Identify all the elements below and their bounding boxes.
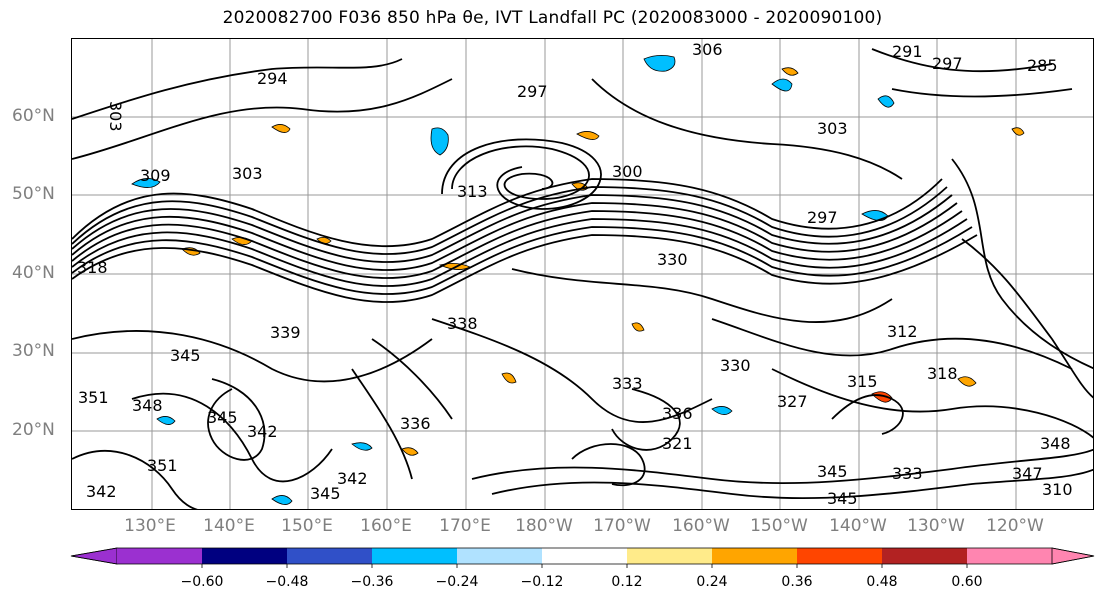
colorbar-band xyxy=(797,548,882,564)
theta-e-contours xyxy=(72,48,1093,509)
lon-label-170w: 170°W xyxy=(593,516,651,536)
contour-label: 297 xyxy=(807,208,838,227)
lat-label-40n: 40°N xyxy=(12,263,55,283)
contour-label: 345 xyxy=(310,484,341,503)
lon-label-170e: 170°E xyxy=(439,516,491,536)
colorbar-extend-low xyxy=(70,547,118,565)
contour-label: 347 xyxy=(1012,464,1043,483)
colorbar-band xyxy=(712,548,797,564)
colorbar-tick-label: −0.24 xyxy=(435,574,479,590)
colorbar-tick-label: −0.48 xyxy=(265,574,309,590)
contour-label: 345 xyxy=(207,408,238,427)
contour-label: 333 xyxy=(612,374,643,393)
contour-labels: 294 303 297 291 297 306 285 303 309 303 … xyxy=(77,40,1073,508)
contour-label: 345 xyxy=(817,462,848,481)
contour-label: 336 xyxy=(400,414,431,433)
contour-label: 318 xyxy=(927,364,958,383)
lon-label-150w: 150°W xyxy=(750,516,808,536)
lon-label-160w: 160°W xyxy=(672,516,730,536)
colorbar-tick-label: −0.12 xyxy=(520,574,564,590)
colorbar-band xyxy=(627,548,712,564)
contour-label: 315 xyxy=(847,372,878,391)
contour-label: 342 xyxy=(247,422,278,441)
map-svg: 294 303 297 291 297 306 285 303 309 303 … xyxy=(72,39,1093,509)
contour-label: 297 xyxy=(932,54,963,73)
colorbar-band xyxy=(287,548,372,564)
colorbar-tick-label: 0.36 xyxy=(781,574,813,590)
colorbar-band xyxy=(457,548,542,564)
lon-label-140e: 140°E xyxy=(203,516,255,536)
contour-label: 345 xyxy=(170,346,201,365)
lon-label-140w: 140°W xyxy=(829,516,887,536)
contour-label: 303 xyxy=(817,119,848,138)
colorbar-band xyxy=(117,548,202,564)
contour-label: 342 xyxy=(86,482,117,501)
contour-label: 330 xyxy=(657,250,688,269)
colorbar-tick-label: 0.48 xyxy=(866,574,898,590)
lon-label-120w: 120°W xyxy=(986,516,1044,536)
lon-label-130e: 130°E xyxy=(124,516,176,536)
contour-label: 313 xyxy=(457,182,488,201)
contour-label: 303 xyxy=(106,101,125,132)
contour-label: 351 xyxy=(147,456,178,475)
lon-label-150e: 150°E xyxy=(281,516,333,536)
colorbar-band xyxy=(882,548,967,564)
contour-label: 330 xyxy=(720,356,751,375)
lat-label-50n: 50°N xyxy=(12,184,55,204)
colorbar-tick-label: 0.60 xyxy=(951,574,983,590)
contour-label: 327 xyxy=(777,392,808,411)
contour-label: 342 xyxy=(337,469,368,488)
colorbar-tick-label: 0.12 xyxy=(611,574,643,590)
contour-label: 309 xyxy=(140,166,171,185)
contour-label: 312 xyxy=(887,322,918,341)
contour-label: 300 xyxy=(612,162,643,181)
colorbar-extend-high xyxy=(1051,547,1095,565)
colorbar-tick-label: 0.24 xyxy=(696,574,728,590)
colorbar-outline xyxy=(70,547,1095,565)
colorbar-band xyxy=(372,548,457,564)
colorbar-band xyxy=(542,548,627,564)
contour-label: 348 xyxy=(1040,434,1071,453)
colorbar-band xyxy=(967,548,1052,564)
lon-label-160e: 160°E xyxy=(360,516,412,536)
lat-label-60n: 60°N xyxy=(12,106,55,126)
contour-label: 336 xyxy=(662,404,693,423)
contour-label: 285 xyxy=(1027,56,1058,75)
contour-label: 306 xyxy=(692,40,723,59)
pc-shading xyxy=(131,55,1025,505)
contour-label: 339 xyxy=(270,323,301,342)
contour-label: 338 xyxy=(447,314,478,333)
lat-label-30n: 30°N xyxy=(12,341,55,361)
contour-label: 345 xyxy=(827,489,858,508)
colorbar-band xyxy=(202,548,287,564)
lon-label-180w: 180°W xyxy=(515,516,573,536)
lat-label-20n: 20°N xyxy=(12,420,55,440)
contour-label: 297 xyxy=(517,82,548,101)
plot-title: 2020082700 F036 850 hPa θe, IVT Landfall… xyxy=(222,8,883,28)
contour-label: 351 xyxy=(78,388,109,407)
contour-label: 348 xyxy=(132,396,163,415)
contour-label: 318 xyxy=(77,258,108,277)
contour-label: 291 xyxy=(892,42,923,61)
contour-label: 294 xyxy=(257,69,288,88)
contour-label: 310 xyxy=(1042,480,1073,499)
colorbar-tick-label: −0.60 xyxy=(180,574,224,590)
contour-label: 303 xyxy=(232,164,263,183)
graticule xyxy=(72,39,1093,509)
contour-label: 333 xyxy=(892,464,923,483)
map-panel: 294 303 297 291 297 306 285 303 309 303 … xyxy=(71,38,1094,510)
lon-label-130w: 130°W xyxy=(907,516,965,536)
colorbar-tick-label: −0.36 xyxy=(350,574,394,590)
contour-label: 321 xyxy=(662,434,693,453)
